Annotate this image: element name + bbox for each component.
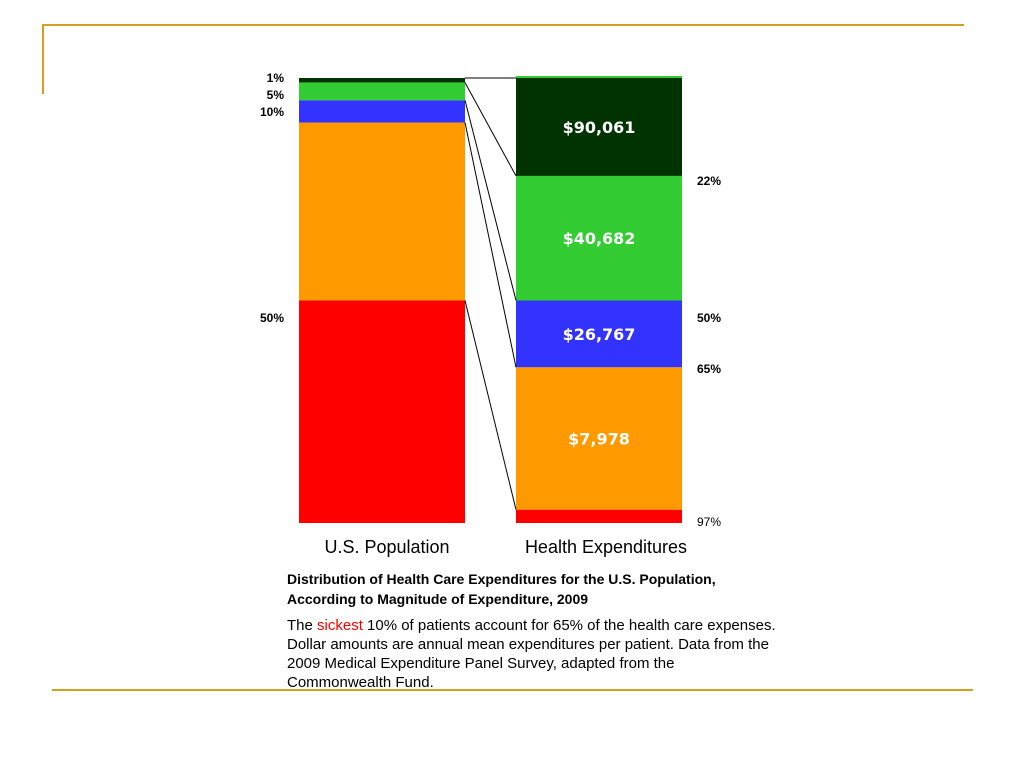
expenditure-segment-2: [516, 367, 682, 510]
caption-text-pre: The: [287, 617, 318, 634]
stacked-bar-chart: $7,978 $26,767 $40,682 $90,061 1% 5% 10% 50% 22%…: [260, 71, 721, 557]
connector-line-1: [464, 300, 517, 510]
expenditure-segment-4: [516, 175, 682, 301]
chart-labels: $7,978 $26,767 $40,682 $90,061 1% 5% 10% 50% 22%…: [260, 71, 721, 557]
mean-expenditure-label-4: $40,682: [563, 229, 636, 248]
connector-line-2: [464, 122, 517, 368]
caption-highlight: sickest: [317, 617, 363, 634]
chart-title: Distribution of Health Care Expenditures…: [287, 571, 716, 607]
population-pct-label-2: 5%: [267, 88, 285, 102]
expenditure-pct-label-1: 22%: [697, 174, 721, 188]
caption-text-post: 10% of patients account for 65% of the h…: [287, 617, 776, 691]
mean-expenditure-label-5: $90,061: [563, 118, 636, 137]
population-segment-5: [299, 78, 465, 83]
population-pct-label-4: 50%: [260, 311, 284, 325]
expenditure-pct-label-4: 97%: [697, 515, 721, 529]
expenditure-bar: [516, 76, 682, 523]
population-bar: [299, 78, 465, 523]
caption-body: The sickest 10% of patients account for …: [287, 616, 777, 692]
connector-line-3: [464, 100, 517, 301]
population-segment-3: [299, 100, 465, 123]
population-segment-2: [299, 122, 465, 301]
connector-line-4: [464, 82, 517, 177]
expenditure-segment-3: [516, 300, 682, 368]
category-label-1: U.S. Population: [324, 537, 449, 557]
expenditure-segment-1: [516, 509, 682, 523]
caption: Distribution of Health Care Expenditures…: [287, 569, 777, 692]
population-segment-1: [299, 300, 465, 523]
left-accent-rule: [42, 24, 44, 94]
population-pct-label-1: 1%: [267, 71, 285, 85]
connector-lines: [464, 77, 517, 510]
expenditure-pct-label-2: 50%: [697, 311, 721, 325]
mean-expenditure-label-2: $7,978: [568, 429, 630, 448]
expenditure-pct-label-3: 65%: [697, 362, 721, 376]
population-segment-4: [299, 82, 465, 101]
expenditure-top-band: [516, 76, 682, 78]
bottom-rule: [52, 689, 973, 691]
top-rule: [42, 24, 964, 26]
category-label-2: Health Expenditures: [525, 537, 687, 557]
expenditure-segment-5: [516, 78, 682, 176]
population-pct-label-3: 10%: [260, 105, 284, 119]
mean-expenditure-label-3: $26,767: [563, 325, 636, 344]
